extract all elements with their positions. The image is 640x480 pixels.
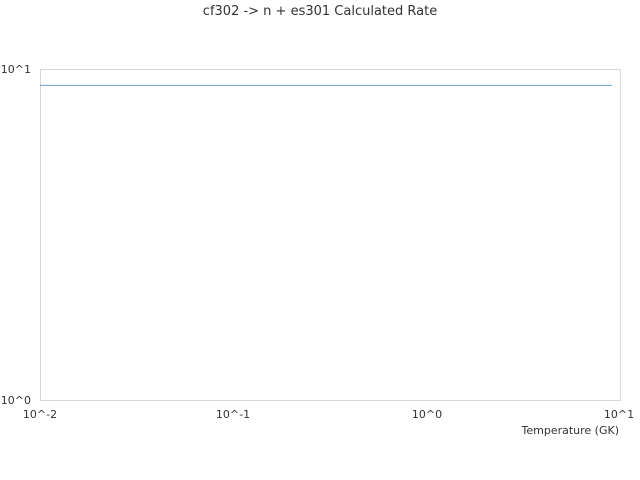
- x-axis-label: Temperature (GK): [521, 424, 620, 437]
- y-tick-label: 10^1: [1, 63, 31, 76]
- x-tick-label: 10^-2: [23, 408, 57, 421]
- y-tick-label: 10^0: [1, 394, 31, 407]
- x-tick-label: 10^1: [604, 408, 634, 421]
- plot-area: [40, 69, 621, 401]
- chart-title: cf302 -> n + es301 Calculated Rate: [202, 4, 438, 19]
- x-tick-label: 10^0: [412, 408, 442, 421]
- x-tick-label: 10^-1: [216, 408, 250, 421]
